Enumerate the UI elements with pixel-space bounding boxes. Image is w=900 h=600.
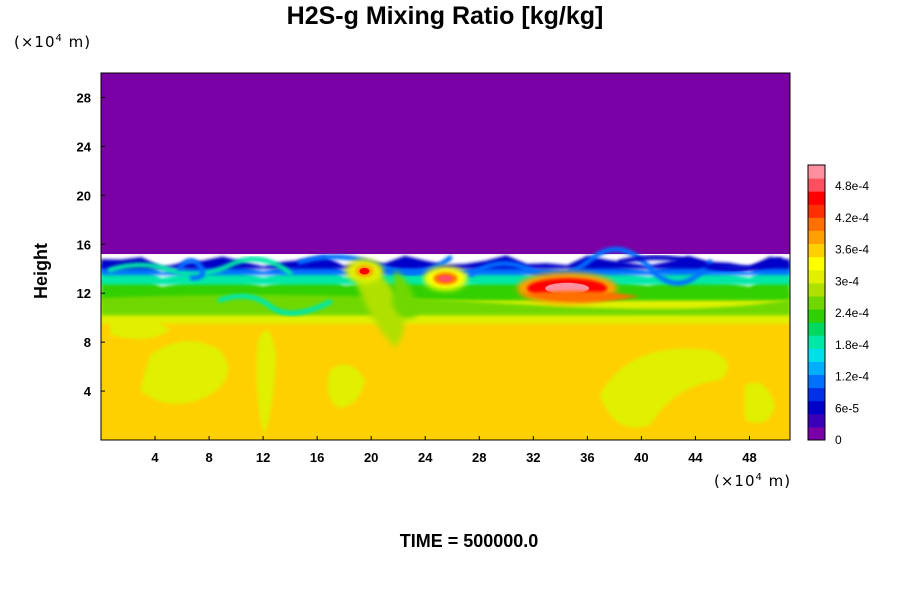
x-tick-label: 44	[688, 450, 703, 465]
y-tick-label: 8	[84, 335, 91, 350]
y-tick-label: 16	[77, 237, 91, 252]
colorbar-frame	[807, 164, 826, 441]
heatmap-field	[101, 73, 790, 440]
filament	[617, 255, 783, 272]
colorbar-segment	[808, 282, 825, 297]
lower-swirl	[600, 348, 728, 428]
x-axis-unit: (×104 m)	[714, 472, 792, 490]
time-footer: TIME = 500000.0	[399, 531, 539, 551]
x-tick-label: 48	[742, 450, 756, 465]
x-unit-label: m	[768, 472, 785, 490]
lower-swirl	[327, 364, 365, 408]
colorbar-segment	[808, 295, 825, 310]
colorbar-segment	[808, 374, 825, 389]
colorbar-segment	[808, 322, 825, 336]
colorbar-tick-label: 3e-4	[835, 274, 859, 288]
colorbar-segment	[808, 387, 825, 402]
y-tick-label: 12	[77, 286, 91, 301]
colorbar-segment	[808, 165, 825, 179]
mixing-band	[101, 266, 790, 285]
x-tick-label: 12	[256, 450, 270, 465]
colorbar-segment	[808, 256, 825, 271]
colorbar-segment	[808, 204, 825, 218]
colorbar-segment	[808, 178, 825, 192]
x-tick-label: 32	[526, 450, 540, 465]
colorbar-tick-label: 3.6e-4	[835, 243, 869, 257]
x-tick-label: 24	[418, 450, 433, 465]
colorbar-segment	[808, 361, 825, 376]
colorbar-tick-label: 6e-5	[835, 401, 859, 415]
colorbar-tick-label: 1.8e-4	[835, 338, 869, 352]
x-unit-prefix: (×10	[714, 472, 756, 490]
x-tick-label: 20	[364, 450, 378, 465]
filament	[217, 293, 333, 316]
mixing-band	[101, 260, 790, 275]
hotspot-streak	[519, 290, 640, 302]
colorbar-segment	[808, 413, 825, 428]
y-unit-prefix: (×10	[14, 33, 56, 51]
plume	[392, 270, 417, 319]
colorbar-tick-label: 1.2e-4	[835, 370, 869, 384]
region-upper	[101, 73, 790, 255]
colorbar-segment	[808, 309, 825, 323]
plot-frame	[100, 72, 791, 441]
filament	[467, 246, 713, 286]
colorbar-segment	[808, 191, 825, 205]
filament	[177, 258, 206, 281]
colorbar-tick-label: 0	[835, 433, 842, 447]
colorbar-segment	[808, 348, 825, 362]
y-tick-label: 24	[77, 139, 92, 154]
y-unit-label: m	[68, 33, 85, 51]
y-unit-exponent: 4	[55, 33, 63, 44]
chart-title: H2S-g Mixing Ratio [kg/kg]	[286, 2, 604, 30]
x-tick-label: 36	[580, 450, 594, 465]
colorbar: 0 6e-5 1.2e-4 1.8e-4 2.4e-4 3e-4 3.6e-4 4.2e-4 4…	[807, 164, 869, 447]
hotspot-core	[359, 267, 370, 275]
y-tick-label: 28	[77, 90, 91, 105]
colorbar-tick-label: 2.4e-4	[835, 306, 869, 320]
colorbar-tick-label: 4.2e-4	[835, 211, 869, 225]
y-axis-unit: (×104 m)	[14, 33, 92, 51]
x-tick-label: 16	[310, 450, 324, 465]
colorbar-tick-label: 4.8e-4	[835, 179, 869, 193]
colorbar-segment	[808, 426, 825, 441]
colorbar-segment	[808, 269, 825, 284]
lower-swirl	[140, 341, 228, 404]
hotspot-core	[438, 275, 453, 282]
y-tick-label: 20	[77, 188, 91, 203]
colorbar-segment	[808, 230, 825, 245]
colorbar-segment	[808, 243, 825, 258]
colorbar-segment	[808, 335, 825, 349]
x-tick-label: 4	[151, 450, 159, 465]
x-tick-label: 40	[634, 450, 648, 465]
x-tick-label: 28	[472, 450, 486, 465]
lower-swirl	[256, 330, 276, 435]
plume	[356, 262, 404, 347]
colorbar-segment	[808, 400, 825, 415]
x-tick-label: 8	[205, 450, 212, 465]
y-tick-label: 4	[84, 384, 92, 399]
x-unit-exponent: 4	[755, 472, 763, 483]
colorbar-segment	[808, 217, 825, 231]
lower-swirl	[745, 382, 775, 423]
